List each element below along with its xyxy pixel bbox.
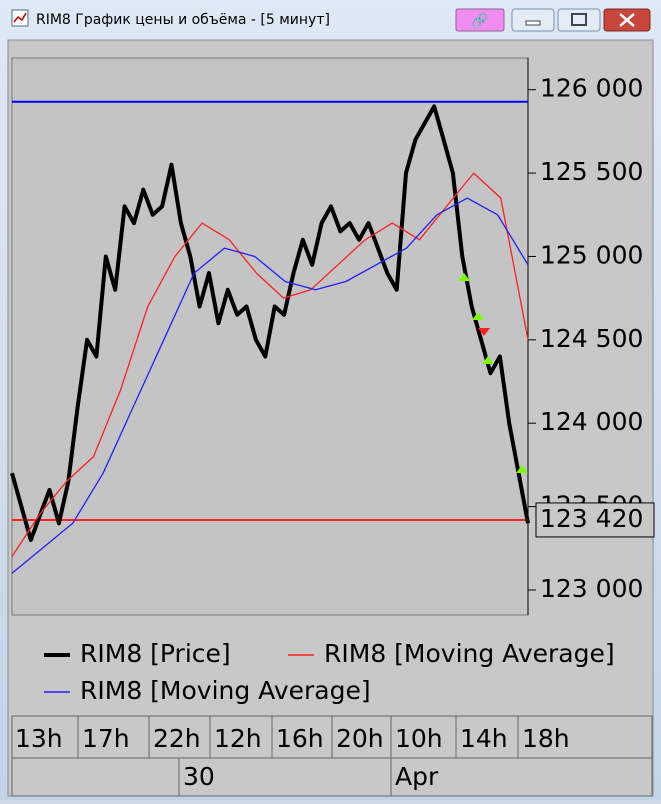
hour-label: 18h: [522, 724, 570, 753]
app-icon-line: [13, 12, 27, 23]
y-tick-label: 124 000: [540, 407, 643, 436]
minimize-button[interactable]: [511, 8, 555, 32]
hour-label: 17h: [82, 724, 130, 753]
window-title: RIM8 График цены и объёма - [5 минут]: [36, 12, 330, 28]
legend-label: RIM8 [Price]: [80, 639, 231, 668]
date-label: 30: [183, 762, 215, 791]
hour-label: 22h: [153, 724, 201, 753]
current-price-box: [535, 502, 655, 538]
time-axis: 13h 17h 22h 12h 16h 20h 10h 14h 18h 30 Apr: [15, 716, 570, 796]
legend-label: RIM8 [Moving Average]: [324, 639, 615, 668]
maximize-button[interactable]: [557, 8, 601, 32]
current-price-label: 123 420: [540, 504, 643, 533]
price-line: [10, 104, 530, 542]
hour-label: 13h: [15, 724, 63, 753]
y-tick-label: 123 000: [540, 574, 643, 603]
y-tick-label: 126 000: [540, 74, 643, 103]
maximize-icon: [571, 13, 587, 26]
link-button[interactable]: [455, 8, 505, 32]
hour-label: 20h: [336, 724, 384, 753]
hour-label: 14h: [460, 724, 508, 753]
y-tick-label: 125 000: [540, 240, 643, 269]
moving-average-line: [11, 197, 529, 574]
hour-label: 12h: [214, 724, 262, 753]
plot: [10, 100, 530, 574]
minimize-icon: [525, 20, 541, 26]
y-tick-label: 124 500: [540, 324, 643, 353]
hour-label: 10h: [395, 724, 443, 753]
legend-label: RIM8 [Moving Average]: [80, 676, 371, 705]
y-tick-label: 125 500: [540, 157, 643, 186]
hour-label: 16h: [276, 724, 324, 753]
signals: [458, 273, 528, 473]
link-icon: 🔗: [471, 11, 489, 29]
close-icon: [619, 13, 635, 27]
date-label: Apr: [395, 762, 439, 791]
